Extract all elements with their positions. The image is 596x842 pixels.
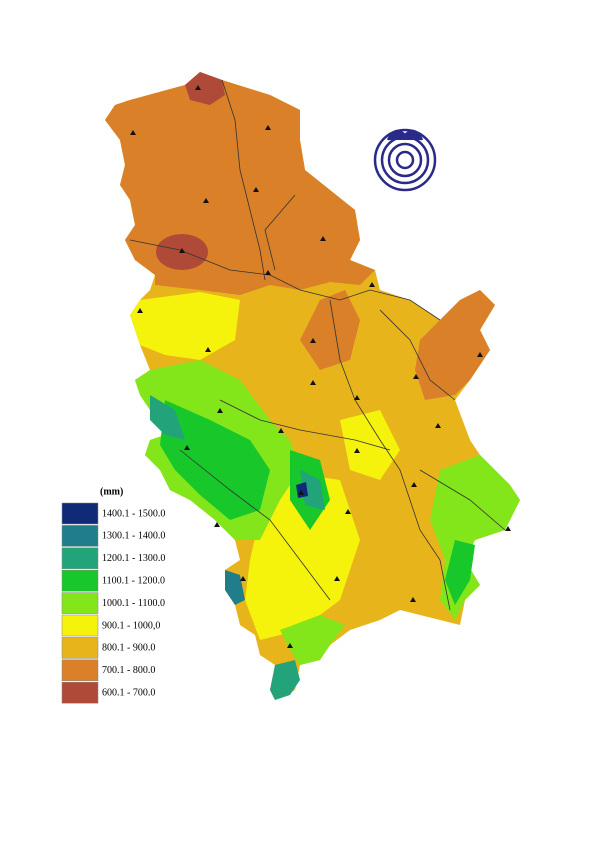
legend-label: 1000.1 - 1100.0	[102, 598, 165, 609]
legend-swatch	[61, 592, 99, 614]
region	[105, 72, 375, 295]
legend-label: 700.1 - 800.0	[102, 665, 155, 676]
river	[221, 79, 266, 281]
legend-label: 1400.1 - 1500.0	[102, 508, 165, 519]
legend-swatch	[61, 681, 99, 704]
legend-label: 1100.1 - 1200.0	[102, 575, 165, 586]
region	[340, 410, 400, 480]
river	[219, 399, 391, 451]
legend-title: (mm)	[100, 486, 123, 497]
legend-swatch	[61, 637, 99, 659]
river	[379, 309, 456, 401]
region	[430, 455, 520, 620]
stations	[130, 85, 511, 648]
region	[415, 290, 495, 400]
map	[105, 72, 520, 700]
legend-label: 1300.1 - 1400.0	[102, 531, 165, 542]
river	[264, 194, 296, 271]
region	[280, 615, 345, 665]
legend-label: 900.1 - 1000,0	[102, 620, 160, 631]
logo	[373, 128, 437, 192]
region	[130, 292, 240, 360]
legend-swatch	[61, 547, 99, 570]
region	[185, 72, 225, 105]
legend-swatch	[61, 502, 99, 525]
region	[270, 660, 300, 700]
region	[150, 395, 185, 440]
region	[300, 290, 360, 370]
region	[300, 470, 325, 510]
legend-label: 1200.1 - 1300.0	[102, 553, 165, 564]
river	[419, 469, 506, 531]
region	[225, 570, 245, 605]
river	[179, 449, 331, 601]
river	[129, 239, 441, 321]
region	[160, 400, 270, 520]
legend-swatch	[61, 525, 99, 547]
legend: (mm) 1400.1 - 1500.0 1300.1 - 1400.0 1200.…	[61, 486, 165, 704]
river	[329, 299, 451, 611]
legend-label: 800.1 - 900.0	[102, 643, 155, 654]
legend-swatch	[61, 569, 99, 592]
region	[445, 540, 475, 605]
legend-label: 600.1 - 700.0	[102, 687, 155, 698]
legend-swatch	[61, 659, 99, 682]
legend-swatch	[61, 614, 99, 637]
